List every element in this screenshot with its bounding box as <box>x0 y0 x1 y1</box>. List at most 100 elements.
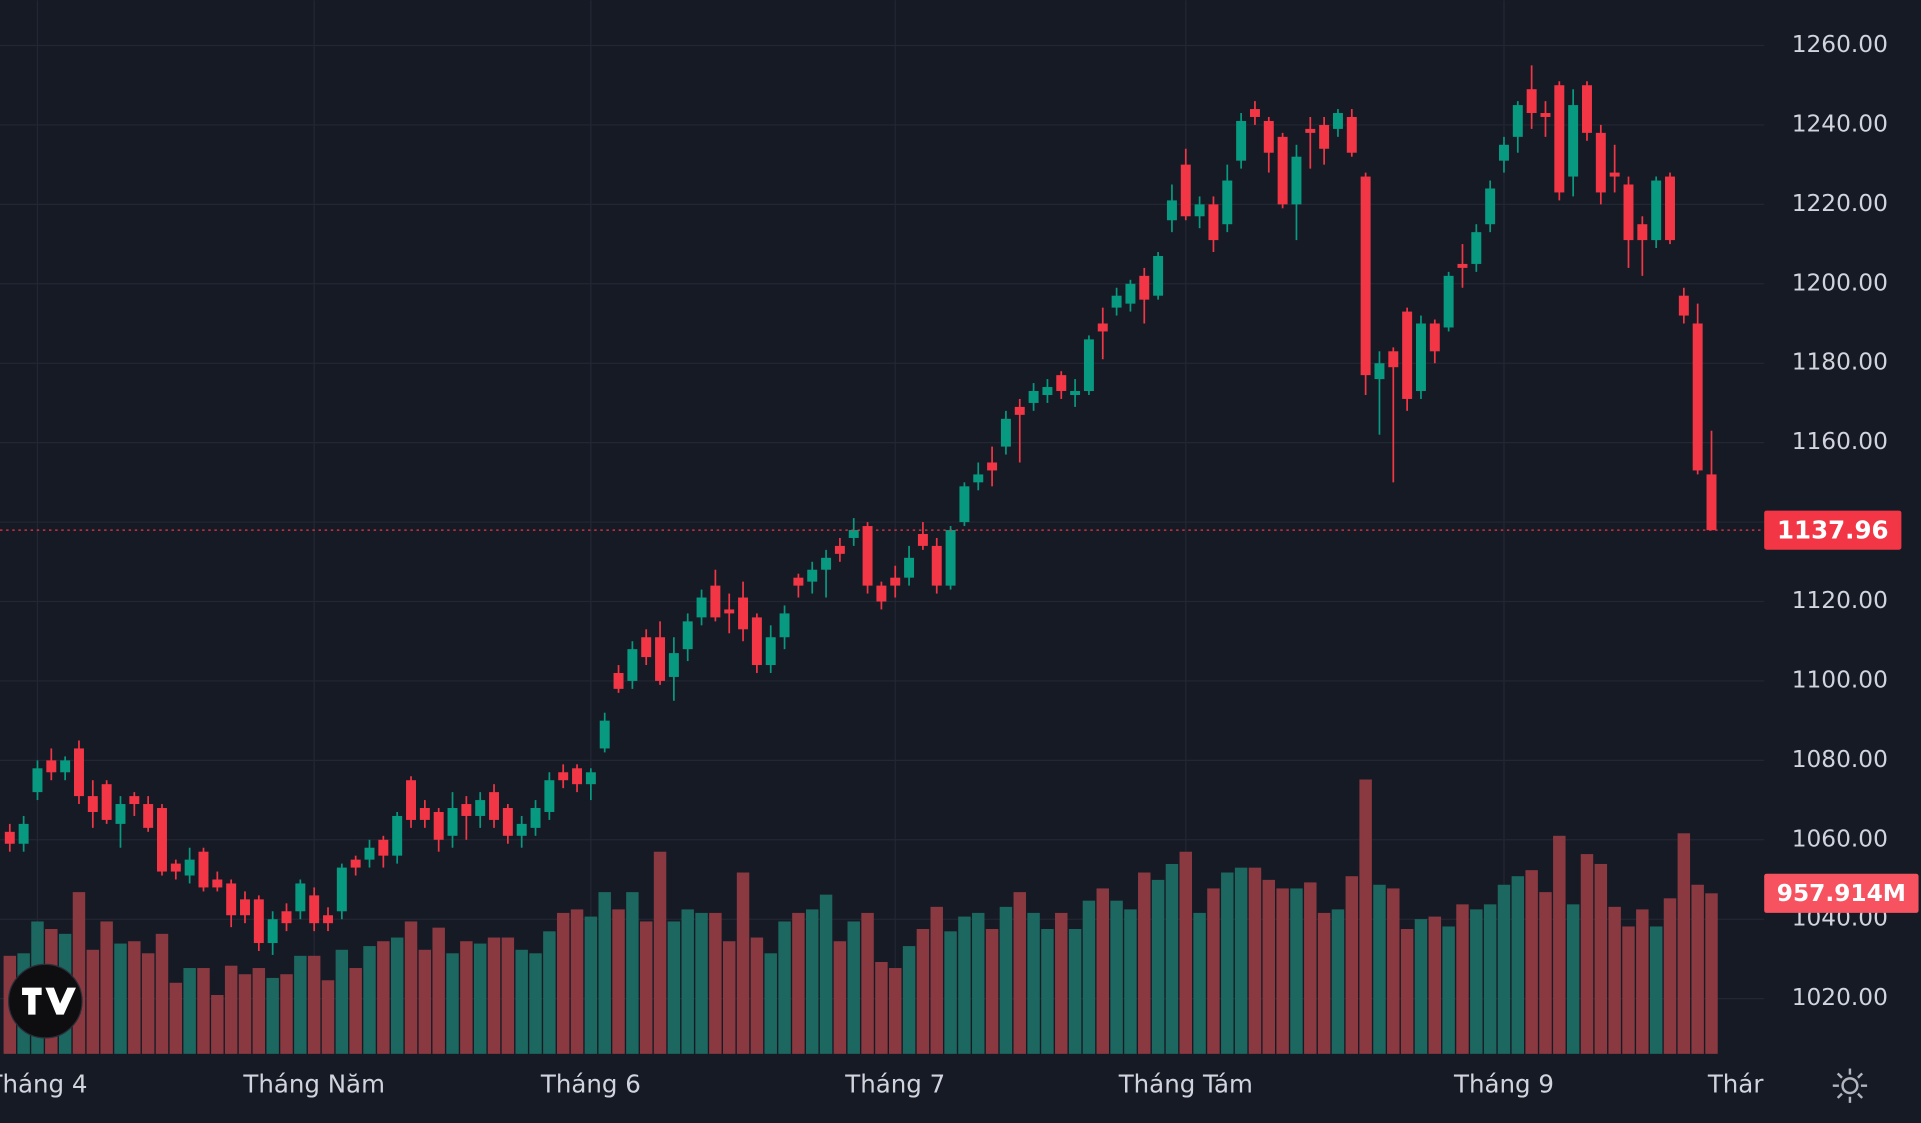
last-price-label: 1137.96 <box>1777 515 1889 544</box>
candle-body <box>890 577 901 586</box>
volume-bar <box>515 949 528 1054</box>
volume-bar <box>1677 833 1691 1054</box>
volume-bar <box>1290 888 1303 1054</box>
volume-bar <box>944 931 957 1054</box>
volume-bar <box>999 906 1013 1054</box>
candle-body <box>779 613 790 638</box>
candle-body <box>170 863 181 872</box>
volume-bar <box>321 980 335 1054</box>
candle-body <box>1360 176 1371 376</box>
candle-body <box>641 637 652 658</box>
volume-bar <box>487 937 501 1054</box>
volume-bar <box>307 955 321 1054</box>
candle-body <box>1014 406 1025 415</box>
volume-bar <box>1096 888 1109 1054</box>
candle-body <box>821 557 832 570</box>
volume-bar <box>639 921 653 1054</box>
candle-body <box>1056 375 1067 392</box>
volume-bar <box>722 941 736 1054</box>
candle-body <box>461 804 472 816</box>
volume-bar <box>418 949 432 1054</box>
candle-body <box>599 720 610 749</box>
candle-body <box>1346 116 1357 153</box>
volume-bar <box>1400 928 1414 1054</box>
y-tick-label: 1220.00 <box>1792 190 1888 217</box>
candle-body <box>724 609 735 614</box>
volume-bar <box>750 937 764 1054</box>
volume-bar <box>141 953 155 1054</box>
candle-body <box>46 760 57 773</box>
candle-body <box>1097 323 1108 332</box>
y-tick-label: 1180.00 <box>1792 349 1888 376</box>
volume-bar <box>169 982 183 1054</box>
volume-bar <box>100 921 113 1054</box>
volume-bar <box>252 968 266 1054</box>
volume-bar <box>778 921 791 1054</box>
candle-body <box>1263 120 1274 153</box>
volume-bar <box>653 851 667 1054</box>
volume-bar <box>902 946 916 1054</box>
candle-body <box>1042 387 1053 395</box>
volume-bar <box>155 933 169 1054</box>
volume-bar <box>626 892 639 1054</box>
candle-body <box>738 597 749 630</box>
candle-body <box>4 831 15 844</box>
candle-body <box>1582 85 1592 133</box>
candle-body <box>240 899 250 916</box>
candle-body <box>1637 224 1648 241</box>
volume-bar <box>363 946 376 1054</box>
volume-bar <box>1442 926 1455 1054</box>
volume-bar <box>72 892 86 1054</box>
volume-bar <box>1345 876 1359 1054</box>
candle-body <box>807 569 818 582</box>
candle-body <box>668 653 679 677</box>
y-tick-label: 1080.00 <box>1792 746 1888 773</box>
volume-bar <box>1110 900 1123 1054</box>
volume-bar <box>1622 926 1635 1054</box>
x-tick-label: Tháng 9 <box>1453 1070 1554 1099</box>
candle-body <box>1236 120 1247 161</box>
volume-bar <box>1041 928 1054 1054</box>
volume-bar <box>1649 926 1663 1054</box>
x-tick-label: Tháng 4 <box>0 1070 87 1099</box>
candle-body <box>834 545 845 554</box>
volume-bar <box>238 974 252 1054</box>
candle-body <box>309 895 320 924</box>
candle-body <box>1512 105 1523 137</box>
candle-body <box>1111 295 1122 308</box>
volume-bar <box>1304 882 1317 1054</box>
candle-body <box>1554 85 1565 193</box>
candle-body <box>1429 323 1440 352</box>
candle-body <box>1319 124 1330 149</box>
volume-bar <box>390 937 404 1054</box>
candle-body <box>1139 275 1150 300</box>
candle-body <box>1706 474 1717 531</box>
volume-bar <box>806 909 819 1054</box>
volume-bar <box>1470 909 1483 1054</box>
volume-bar <box>501 937 515 1054</box>
candle-body <box>1305 128 1316 133</box>
volume-bar <box>1553 835 1566 1054</box>
candle-body <box>1388 351 1399 368</box>
volume-bar <box>349 968 362 1054</box>
candle-body <box>1540 113 1551 117</box>
candle-body <box>406 780 416 820</box>
volume-bar <box>819 894 833 1054</box>
candle-body <box>1678 295 1689 316</box>
volume-bar <box>930 906 943 1054</box>
candle-body <box>1083 339 1094 392</box>
candle-body <box>1374 363 1385 380</box>
candle-body <box>1415 323 1426 392</box>
volume-bar <box>432 927 445 1054</box>
volume-bar <box>1539 892 1552 1054</box>
candle-body <box>710 585 721 618</box>
candle-body <box>18 823 29 844</box>
candle-body <box>793 577 804 586</box>
settings-icon[interactable] <box>1832 1068 1868 1103</box>
volume-bar <box>1331 909 1345 1054</box>
candle-body <box>336 867 347 912</box>
volume-bar <box>985 928 999 1054</box>
y-tick-label: 1260.00 <box>1792 31 1888 58</box>
candle-body <box>1222 180 1233 225</box>
y-tick-label: 1240.00 <box>1792 110 1888 137</box>
